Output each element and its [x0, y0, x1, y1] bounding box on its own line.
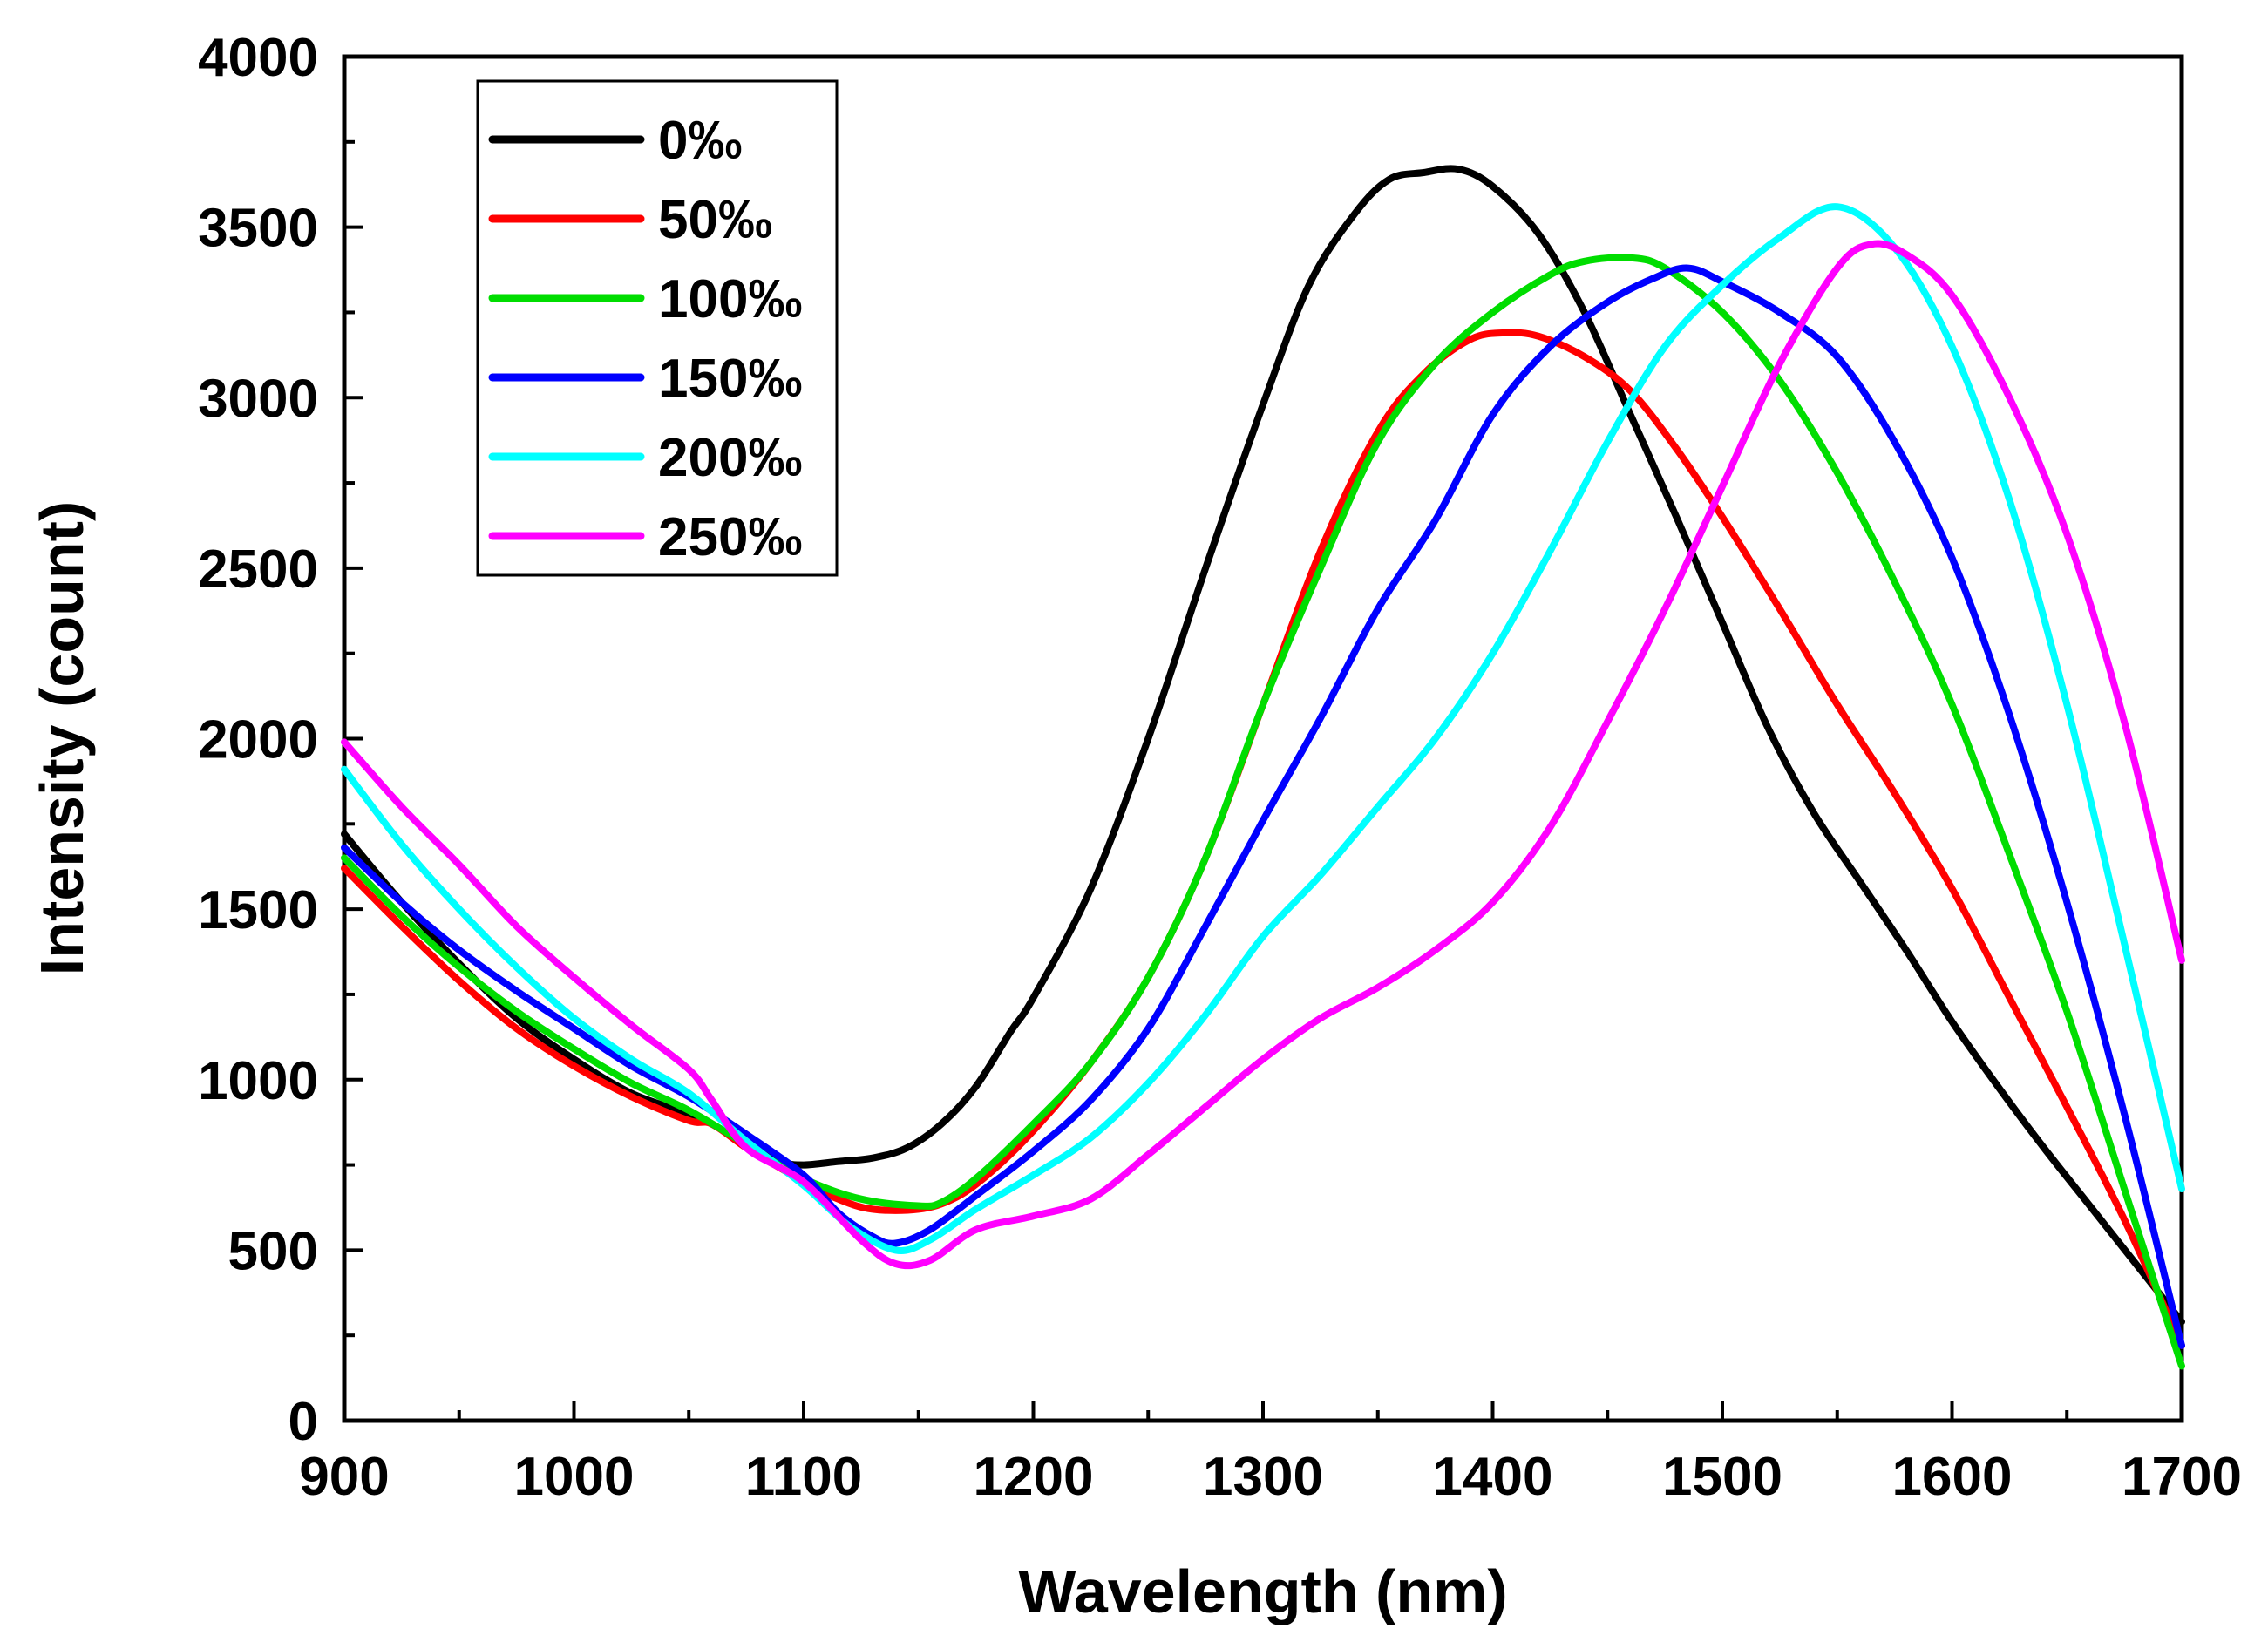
x-tick-label: 1200 — [974, 1447, 1094, 1507]
y-tick-label: 0 — [289, 1392, 318, 1452]
y-tick-label: 2500 — [198, 539, 318, 600]
y-tick-label: 1000 — [198, 1051, 318, 1111]
legend: 0‰ 50‰ 100‰ 150‰ 200‰ 250‰ — [476, 79, 839, 577]
x-tick-label: 1400 — [1433, 1447, 1553, 1507]
x-tick-label: 1000 — [514, 1447, 635, 1507]
x-axis-ticks: 900 1000 1100 1200 1300 1400 1500 1600 1700 — [299, 1401, 2242, 1507]
x-tick-label: 1700 — [2122, 1447, 2242, 1507]
legend-label-0: 0‰ — [658, 111, 742, 171]
legend-label-3: 150‰ — [658, 349, 802, 409]
y-tick-label: 1500 — [198, 880, 318, 940]
legend-label-1: 50‰ — [658, 190, 772, 250]
series-line-5 — [341, 240, 2185, 1270]
series-lines — [341, 165, 2185, 1370]
x-tick-label: 1500 — [1662, 1447, 1782, 1507]
x-axis-title: Wavelength (nm) — [1018, 1557, 1507, 1625]
x-tick-label: 1300 — [1203, 1447, 1323, 1507]
legend-label-2: 100‰ — [658, 269, 802, 329]
legend-frame — [476, 79, 839, 577]
legend-label-5: 250‰ — [658, 507, 802, 567]
y-tick-label: 3000 — [198, 369, 318, 429]
x-tick-label: 900 — [299, 1447, 389, 1507]
series-line-4 — [341, 203, 2185, 1254]
legend-label-4: 200‰ — [658, 428, 802, 488]
y-axis-title: Intensity (count) — [28, 501, 96, 975]
y-tick-label: 3500 — [198, 199, 318, 259]
y-axis-ticks: 0 500 1000 1500 2000 2500 3000 3500 4000 — [198, 28, 363, 1452]
y-tick-label: 500 — [228, 1221, 318, 1281]
y-tick-label: 4000 — [198, 28, 318, 88]
series-line-2 — [341, 254, 2185, 1370]
y-tick-label: 2000 — [198, 710, 318, 770]
x-tick-label: 1600 — [1892, 1447, 2013, 1507]
x-tick-label: 1100 — [745, 1447, 863, 1507]
